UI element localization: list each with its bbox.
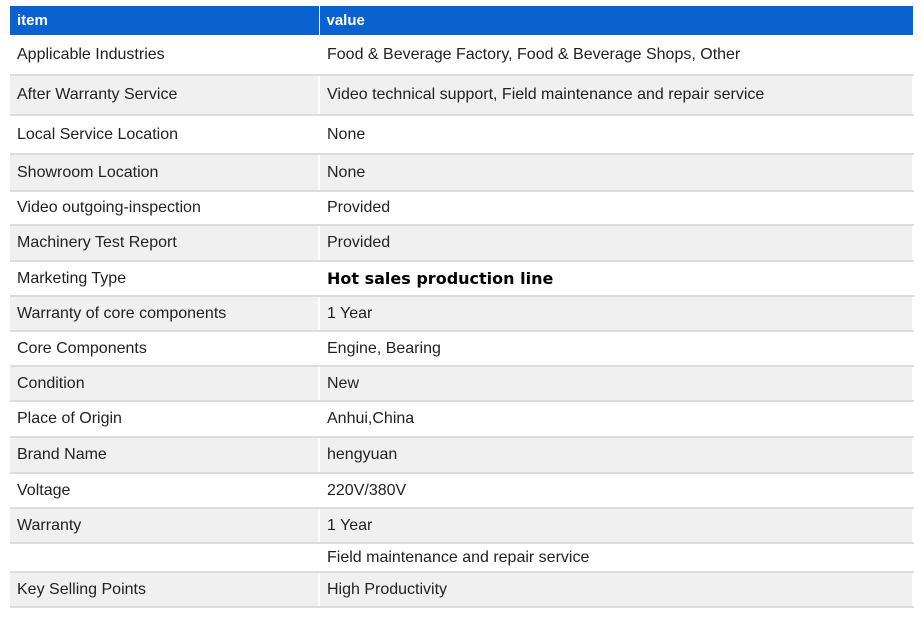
table-row: Showroom Location None — [10, 154, 914, 192]
row-value: Provided — [319, 225, 914, 262]
row-item: Condition — [10, 366, 320, 402]
row-item: Voltage — [10, 473, 320, 509]
row-value: Engine, Bearing — [319, 331, 914, 367]
row-value: 220V/380V — [319, 473, 914, 509]
row-value: New — [319, 366, 914, 402]
row-item: Machinery Test Report — [10, 225, 320, 262]
row-item — [10, 543, 320, 573]
table-row: Warranty 1 Year — [10, 508, 914, 544]
column-header-item: item — [10, 6, 320, 35]
table-row: Video outgoing-inspection Provided — [10, 191, 914, 226]
table-row: Brand Name hengyuan — [10, 437, 914, 474]
table-row: Marketing Type Hot sales production line — [10, 261, 914, 297]
table-row: After Warranty Service Video technical s… — [10, 75, 914, 116]
row-item: Place of Origin — [10, 401, 320, 438]
row-item: Showroom Location — [10, 154, 320, 192]
row-item: Core Components — [10, 331, 320, 367]
row-value: None — [319, 115, 914, 155]
row-value: Video technical support, Field maintenan… — [319, 75, 914, 116]
table-row: Machinery Test Report Provided — [10, 225, 914, 262]
table-row: Applicable Industries Food & Beverage Fa… — [10, 35, 914, 76]
row-item: Warranty of core components — [10, 296, 320, 332]
row-item: After Warranty Service — [10, 75, 320, 116]
table-row: Local Service Location None — [10, 115, 914, 155]
table-row: Core Components Engine, Bearing — [10, 331, 914, 367]
row-value: 1 Year — [319, 508, 914, 544]
column-header-value: value — [319, 6, 914, 35]
row-value: Anhui,China — [319, 401, 914, 438]
row-value: Field maintenance and repair service — [319, 543, 914, 573]
row-value: Hot sales production line — [319, 261, 914, 297]
row-value: None — [319, 154, 914, 192]
table-row: Key Selling Points High Productivity — [10, 572, 914, 608]
row-item: Applicable Industries — [10, 35, 320, 76]
table-row: Voltage 220V/380V — [10, 473, 914, 509]
spec-table: item value Applicable Industries Food & … — [10, 6, 914, 608]
row-value: Food & Beverage Factory, Food & Beverage… — [319, 35, 914, 76]
table-row: Field maintenance and repair service — [10, 543, 914, 573]
row-item: Warranty — [10, 508, 320, 544]
row-value: High Productivity — [319, 572, 914, 608]
table-row: Condition New — [10, 366, 914, 402]
row-item: Brand Name — [10, 437, 320, 474]
table-header-row: item value — [10, 6, 914, 35]
row-value: 1 Year — [319, 296, 914, 332]
row-value: Provided — [319, 191, 914, 226]
row-item: Key Selling Points — [10, 572, 320, 608]
table-row: Warranty of core components 1 Year — [10, 296, 914, 332]
row-item: Video outgoing-inspection — [10, 191, 320, 226]
row-value: hengyuan — [319, 437, 914, 474]
table-row: Place of Origin Anhui,China — [10, 401, 914, 438]
row-item: Local Service Location — [10, 115, 320, 155]
row-item: Marketing Type — [10, 261, 320, 297]
